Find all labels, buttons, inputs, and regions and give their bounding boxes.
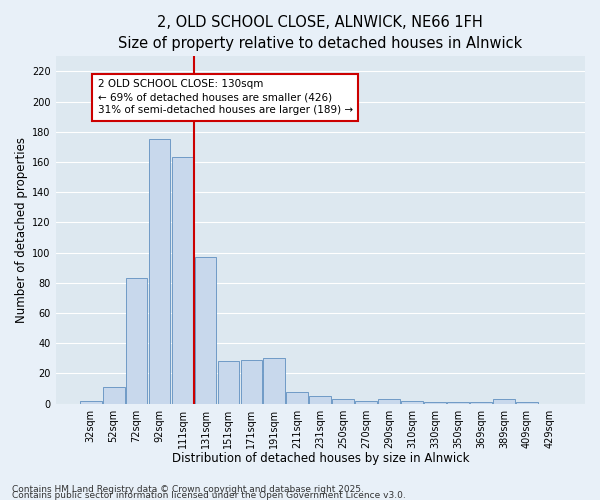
Bar: [355, 400, 377, 404]
Bar: [80, 400, 101, 404]
Bar: [516, 402, 538, 404]
Bar: [401, 400, 423, 404]
Bar: [103, 387, 125, 404]
Bar: [310, 396, 331, 404]
Bar: [125, 278, 148, 404]
Bar: [470, 402, 492, 404]
Bar: [447, 402, 469, 404]
Text: 2 OLD SCHOOL CLOSE: 130sqm
← 69% of detached houses are smaller (426)
31% of sem: 2 OLD SCHOOL CLOSE: 130sqm ← 69% of deta…: [98, 79, 353, 116]
Bar: [218, 362, 239, 404]
Bar: [424, 402, 446, 404]
Bar: [241, 360, 262, 404]
Bar: [286, 392, 308, 404]
Title: 2, OLD SCHOOL CLOSE, ALNWICK, NE66 1FH
Size of property relative to detached hou: 2, OLD SCHOOL CLOSE, ALNWICK, NE66 1FH S…: [118, 15, 523, 51]
Bar: [172, 158, 193, 404]
Text: Contains public sector information licensed under the Open Government Licence v3: Contains public sector information licen…: [12, 491, 406, 500]
Bar: [194, 257, 217, 404]
Text: Contains HM Land Registry data © Crown copyright and database right 2025.: Contains HM Land Registry data © Crown c…: [12, 484, 364, 494]
Y-axis label: Number of detached properties: Number of detached properties: [15, 137, 28, 323]
X-axis label: Distribution of detached houses by size in Alnwick: Distribution of detached houses by size …: [172, 452, 469, 465]
Bar: [149, 140, 170, 404]
Bar: [379, 399, 400, 404]
Bar: [332, 399, 354, 404]
Bar: [493, 399, 515, 404]
Bar: [263, 358, 285, 404]
